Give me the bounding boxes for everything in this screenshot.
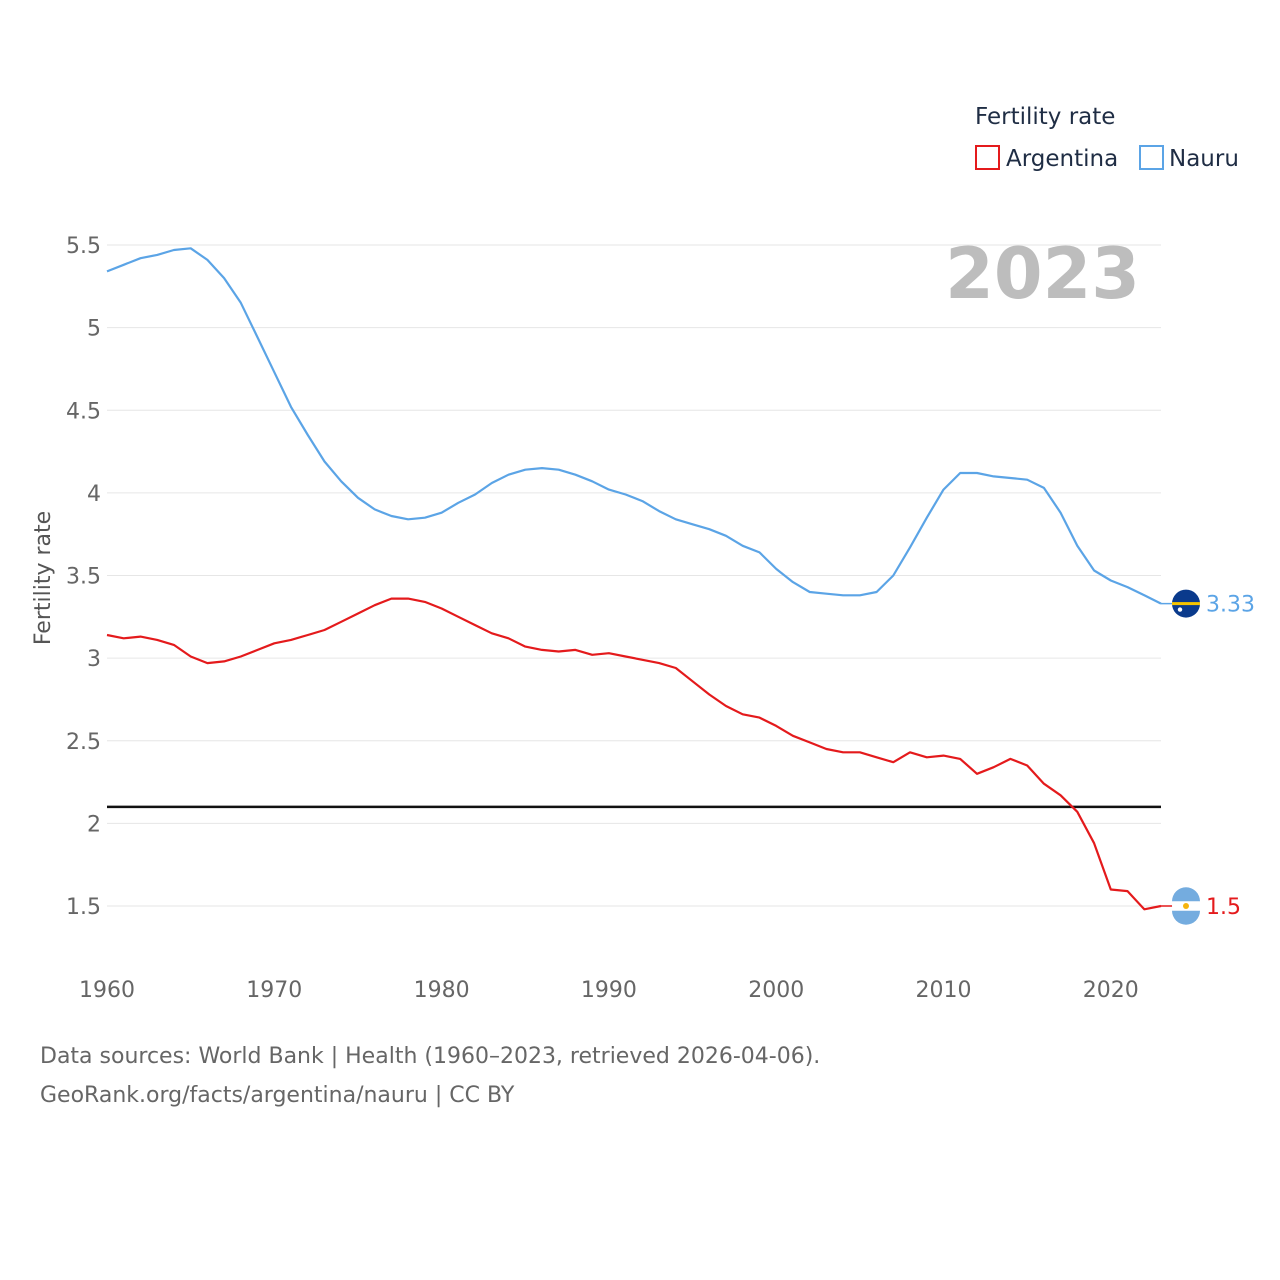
gridlines [107, 244, 1161, 907]
year-label: 2023 [945, 233, 1140, 315]
y-tick-label: 2.5 [66, 730, 101, 755]
x-tick-label: 1960 [79, 978, 135, 1003]
flag-sun [1183, 903, 1189, 909]
legend-label-nauru: Nauru [1169, 146, 1239, 172]
legend: Fertility rate Argentina Nauru [975, 104, 1239, 172]
series-end-markers: 1.5 3.33 [1161, 589, 1255, 925]
x-tick-label: 2020 [1083, 978, 1139, 1003]
flag-star [1177, 607, 1183, 612]
legend-title: Fertility rate [975, 104, 1115, 130]
y-tick-label: 4 [87, 482, 101, 507]
flag-band-top [1172, 887, 1200, 902]
end-value-label-argentina: 1.5 [1206, 895, 1241, 920]
source-text: Data sources: World Bank | Health (1960–… [40, 1044, 821, 1069]
legend-label-argentina: Argentina [1006, 146, 1118, 172]
flag-icon-nauru [1172, 589, 1200, 618]
x-tick-label: 1980 [414, 978, 470, 1003]
series-line-argentina [106, 597, 1162, 911]
source-link-text: GeoRank.org/facts/argentina/nauru | CC B… [40, 1083, 515, 1108]
x-tick-label: 2000 [748, 978, 804, 1003]
end-value-label-nauru: 3.33 [1206, 593, 1255, 618]
y-tick-label: 1.5 [66, 895, 101, 920]
flag-band-bottom [1172, 910, 1200, 925]
fertility-rate-line-chart: 1.5 2 2.5 3 3.5 4 4.5 5 5.5 1960 1970 1980 1990 2000… [31, 104, 1255, 1003]
y-tick-label: 2 [87, 812, 101, 837]
flag-stripe [1172, 602, 1200, 606]
series-lines [106, 247, 1162, 911]
x-tick-label: 2010 [916, 978, 972, 1003]
y-axis-ticks: 1.5 2 2.5 3 3.5 4 4.5 5 5.5 [66, 234, 101, 920]
x-axis-ticks: 1960 1970 1980 1990 2000 2010 2020 [79, 978, 1139, 1003]
y-tick-label: 3 [87, 647, 101, 672]
x-tick-label: 1990 [581, 978, 637, 1003]
y-tick-label: 5 [87, 317, 101, 342]
x-tick-label: 1970 [246, 978, 302, 1003]
series-line-nauru [106, 247, 1162, 605]
legend-swatch-nauru [1139, 145, 1164, 170]
legend-swatch-argentina [975, 145, 1000, 170]
y-axis-title: Fertility rate [31, 511, 56, 645]
y-tick-label: 5.5 [66, 234, 101, 259]
flag-icon-argentina [1172, 887, 1200, 925]
y-tick-label: 3.5 [66, 565, 101, 590]
y-tick-label: 4.5 [66, 399, 101, 424]
